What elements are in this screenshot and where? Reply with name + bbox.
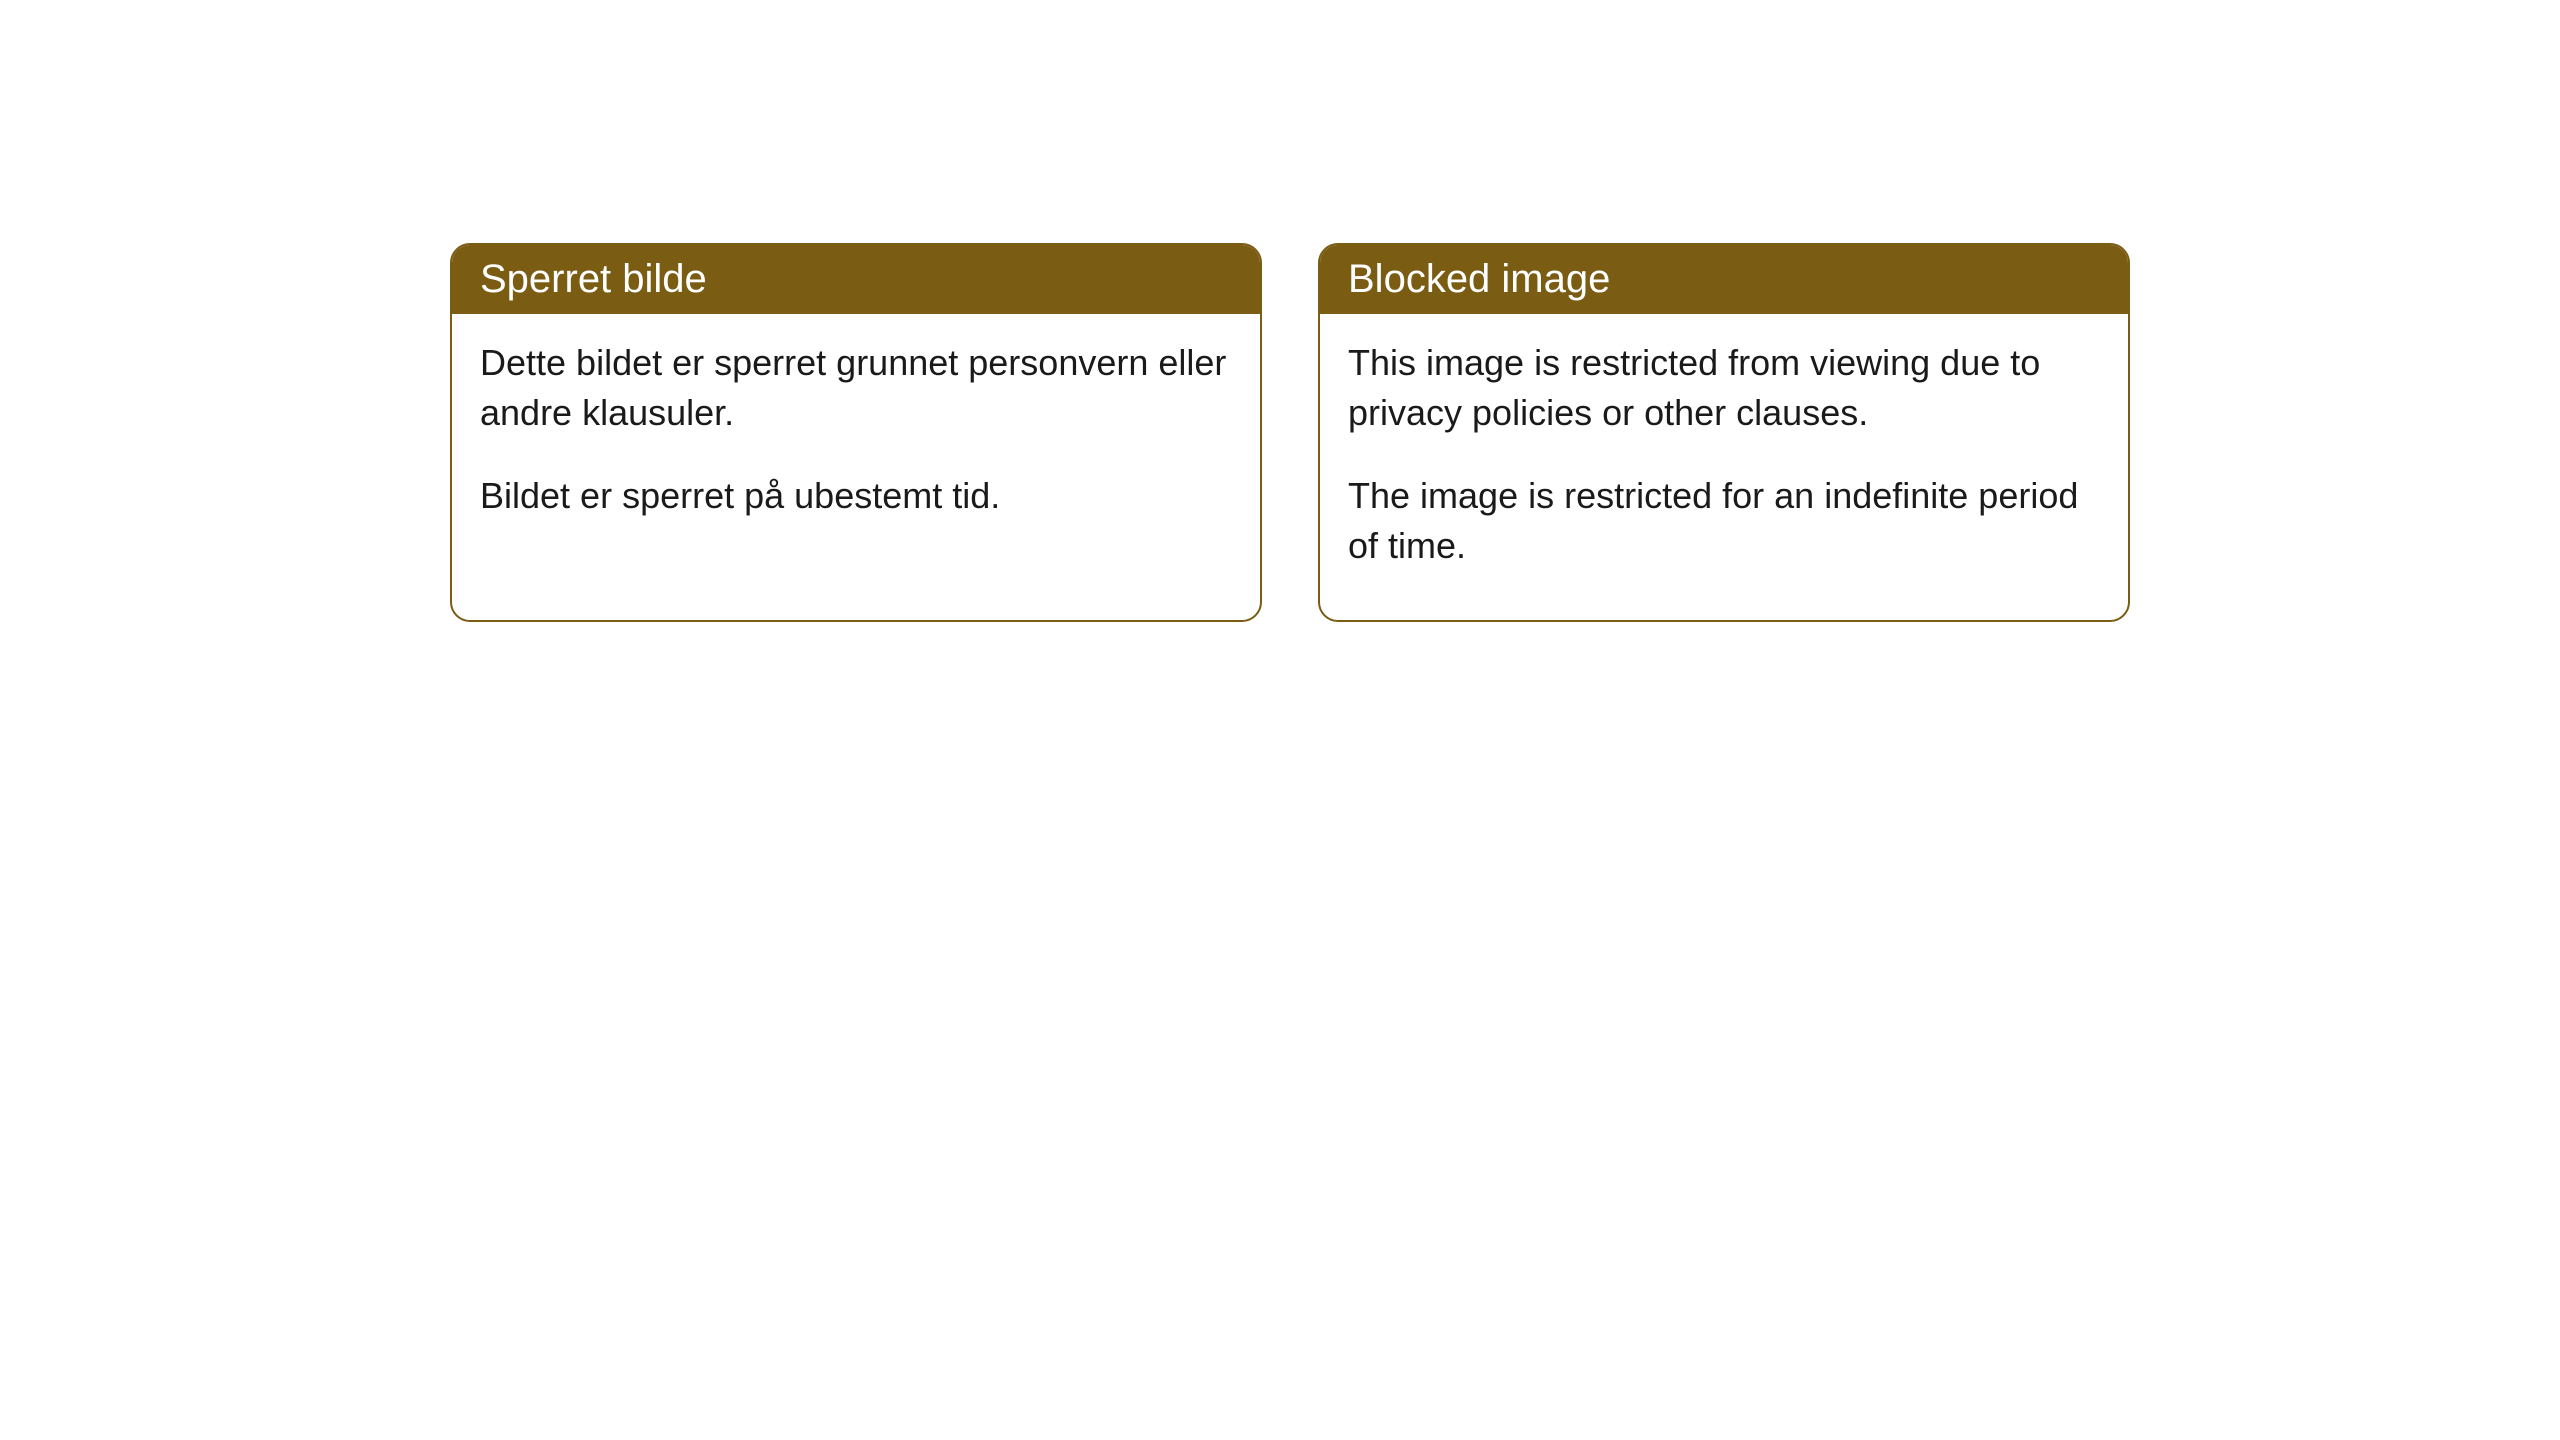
card-paragraph-2: Bildet er sperret på ubestemt tid. <box>480 471 1232 521</box>
card-paragraph-1: Dette bildet er sperret grunnet personve… <box>480 338 1232 439</box>
card-title: Sperret bilde <box>480 257 707 301</box>
card-paragraph-1: This image is restricted from viewing du… <box>1348 338 2100 439</box>
card-header-english: Blocked image <box>1320 245 2128 314</box>
cards-container: Sperret bilde Dette bildet er sperret gr… <box>0 0 2560 622</box>
card-paragraph-2: The image is restricted for an indefinit… <box>1348 471 2100 572</box>
card-header-norwegian: Sperret bilde <box>452 245 1260 314</box>
card-body-norwegian: Dette bildet er sperret grunnet personve… <box>452 314 1260 569</box>
card-body-english: This image is restricted from viewing du… <box>1320 314 2128 620</box>
blocked-image-card-english: Blocked image This image is restricted f… <box>1318 243 2130 622</box>
card-title: Blocked image <box>1348 257 1610 301</box>
blocked-image-card-norwegian: Sperret bilde Dette bildet er sperret gr… <box>450 243 1262 622</box>
